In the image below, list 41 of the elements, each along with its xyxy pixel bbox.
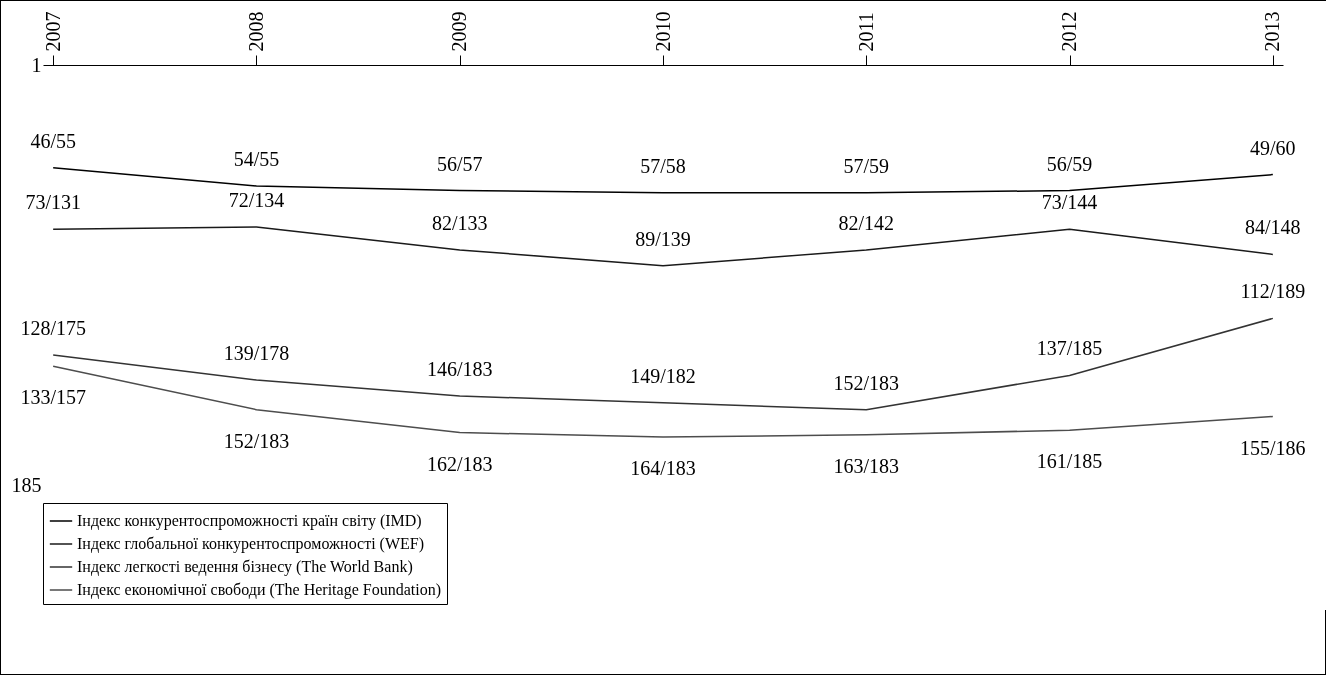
data-label: 57/58 (640, 154, 686, 177)
data-label: 73/144 (1041, 191, 1098, 214)
legend-label: Індекс економічної свободи (The Heritage Foundation) (77, 581, 441, 599)
data-label: 82/133 (431, 211, 488, 234)
data-label: 89/139 (635, 227, 691, 250)
data-label: 137/185 (1036, 337, 1103, 360)
legend-label: Індекс легкості ведення бізнесу (The World Bank) (77, 558, 413, 576)
y-tick-label: 1 (31, 53, 42, 76)
data-label: 82/142 (838, 211, 895, 234)
data-label: 49/60 (1250, 136, 1296, 159)
data-label: 155/186 (1240, 436, 1306, 459)
x-tick-label: 2013 (1261, 11, 1284, 52)
data-label: 72/134 (228, 189, 285, 212)
data-label: 54/55 (233, 147, 280, 170)
legend-label: Індекс конкурентоспроможності країн світу (IMD) (77, 512, 422, 530)
data-label: 46/55 (30, 129, 76, 152)
y-tick-label: 185 (11, 473, 42, 496)
x-tick-label: 2009 (448, 11, 471, 52)
x-tick-label: 2008 (244, 11, 267, 52)
data-label: 152/183 (223, 429, 290, 452)
data-label: 164/183 (630, 457, 696, 480)
data-label: 146/183 (426, 357, 493, 380)
data-label: 163/183 (833, 454, 900, 477)
data-label: 161/185 (1036, 450, 1103, 473)
data-label: 139/178 (223, 342, 290, 364)
data-label: 84/148 (1245, 216, 1301, 239)
x-tick-label: 2011 (854, 12, 877, 52)
x-tick-label: 2010 (651, 11, 674, 52)
data-label: 56/59 (1046, 152, 1093, 175)
data-label: 128/175 (20, 316, 86, 339)
data-label: 73/131 (25, 191, 81, 214)
data-label: 56/57 (436, 152, 483, 175)
data-label: 152/183 (833, 371, 900, 394)
x-tick-label: 2012 (1058, 11, 1081, 52)
data-label: 112/189 (1240, 280, 1306, 303)
data-label: 57/59 (843, 154, 890, 177)
legend-label: Індекс глобальної конкурентоспроможності (WEF) (77, 535, 424, 553)
data-label: 162/183 (426, 452, 493, 475)
data-label: 133/157 (20, 386, 86, 409)
x-tick-label: 2007 (41, 11, 64, 52)
data-label: 149/182 (630, 364, 696, 387)
